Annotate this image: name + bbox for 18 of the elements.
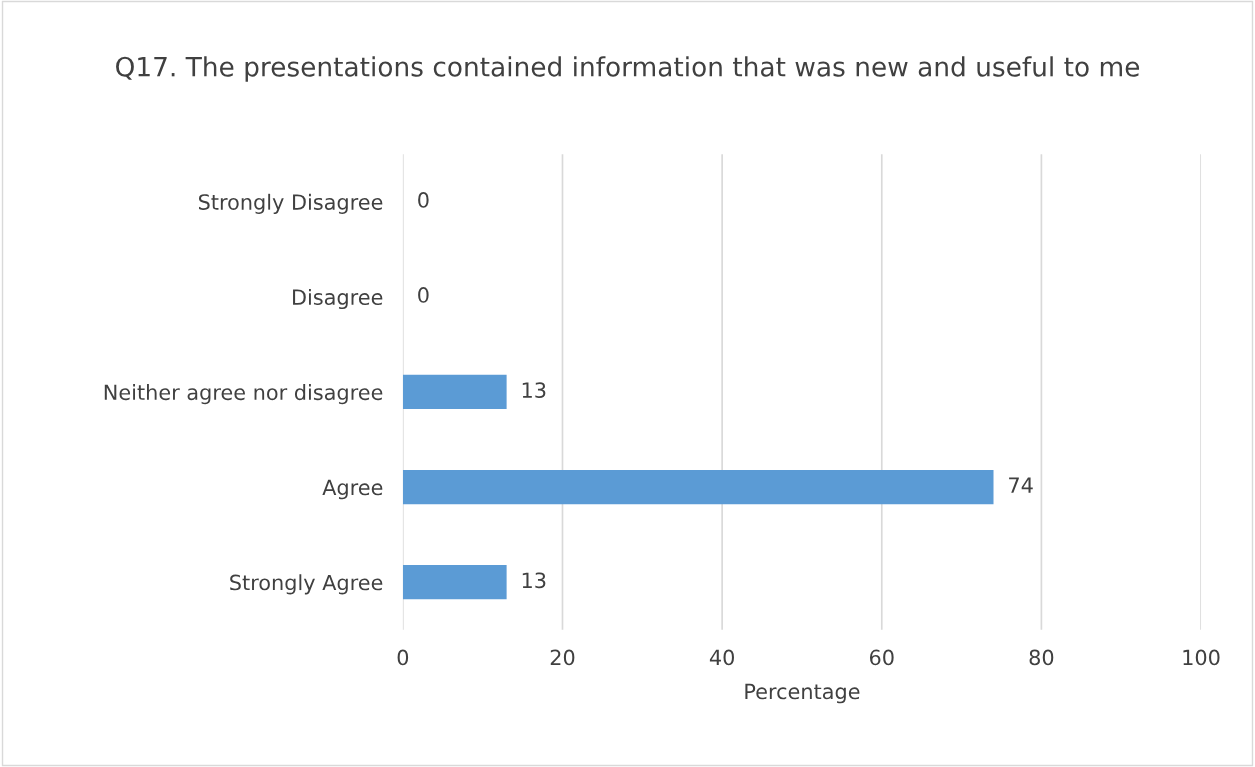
x-tick-label: 40 — [709, 649, 734, 666]
x-tick-label: 0 — [397, 649, 409, 666]
data-label: 13 — [522, 572, 546, 589]
x-tick-label: 20 — [550, 649, 575, 666]
x-tick-label: 80 — [1029, 649, 1054, 666]
x-tick-label: 60 — [869, 649, 894, 666]
x-tick-label: 100 — [1183, 649, 1220, 666]
y-tick-label: Neither agree nor disagree — [104, 384, 383, 405]
data-label: 13 — [522, 382, 546, 398]
chart-title: Q17. The presentations contained information that was new and useful to me — [116, 56, 1140, 82]
data-label: 0 — [418, 287, 429, 303]
y-tick-label: Disagree — [293, 288, 383, 310]
data-label: 74 — [1009, 477, 1033, 493]
y-tick-label: Agree — [322, 479, 383, 500]
data-label: 0 — [418, 192, 429, 208]
y-tick-label: Strongly Agree — [230, 574, 383, 595]
y-tick-label: Strongly Disagree — [198, 193, 383, 214]
x-axis-title: Percentage — [745, 683, 860, 704]
